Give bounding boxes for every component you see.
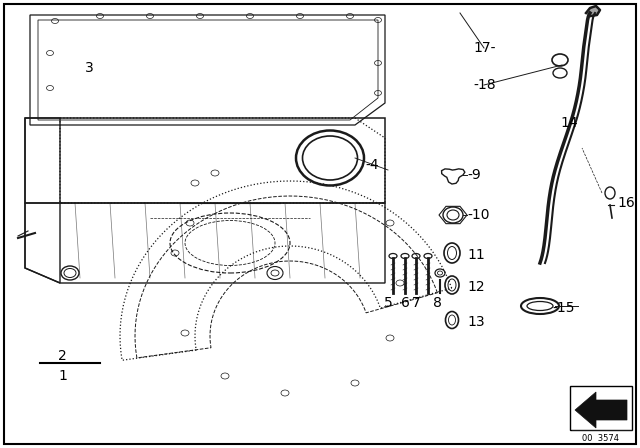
Bar xyxy=(570,386,632,430)
Text: -15: -15 xyxy=(552,301,575,315)
Text: 7: 7 xyxy=(412,296,420,310)
Polygon shape xyxy=(586,6,600,16)
Text: 12: 12 xyxy=(467,280,484,294)
Polygon shape xyxy=(575,392,627,428)
Text: -9: -9 xyxy=(467,168,481,182)
Text: 6: 6 xyxy=(401,296,410,310)
Text: 00  3574: 00 3574 xyxy=(582,434,620,443)
Text: 11: 11 xyxy=(467,248,484,262)
Text: 1: 1 xyxy=(58,369,67,383)
Text: -18: -18 xyxy=(473,78,495,92)
Text: 13: 13 xyxy=(467,315,484,329)
Text: 5: 5 xyxy=(383,296,392,310)
Text: 8: 8 xyxy=(433,296,442,310)
Text: 2: 2 xyxy=(58,349,67,363)
Text: -10: -10 xyxy=(467,208,490,222)
Text: 3: 3 xyxy=(85,61,93,75)
Text: 17-: 17- xyxy=(473,41,495,55)
Text: 16: 16 xyxy=(617,196,635,210)
Text: 14: 14 xyxy=(560,116,578,130)
Text: -4: -4 xyxy=(365,158,379,172)
